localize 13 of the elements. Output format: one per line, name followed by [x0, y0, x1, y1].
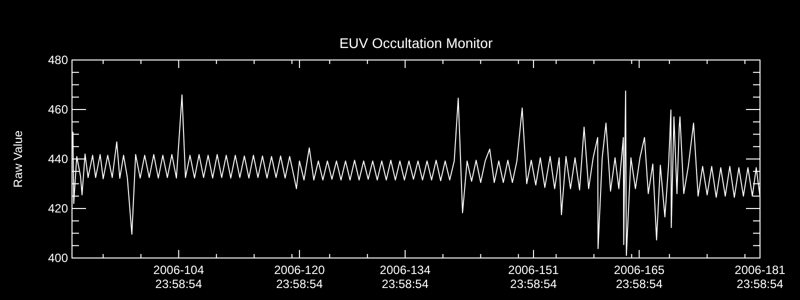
y-tick-label: 400	[48, 251, 68, 266]
y-tick-label: 480	[48, 53, 68, 68]
y-tick-label: 440	[48, 152, 68, 166]
x-tick-label: 2006-104 23:58:54	[153, 263, 204, 291]
x-tick-label: 2006-151 23:58:54	[508, 263, 560, 291]
x-tick-label: 2006-181 23:58:54	[734, 263, 786, 291]
y-tick-label: 460	[48, 102, 68, 117]
x-tick-label: 2006-134 23:58:54	[380, 263, 431, 291]
y-axis-title: Raw Value	[11, 130, 25, 188]
x-tick-label: 2006-120 23:58:54	[274, 263, 326, 291]
y-tick-label: 420	[48, 202, 68, 216]
chart-title: EUV Occultation Monitor	[339, 35, 493, 51]
x-tick-label: 2006-165 23:58:54	[614, 263, 665, 291]
